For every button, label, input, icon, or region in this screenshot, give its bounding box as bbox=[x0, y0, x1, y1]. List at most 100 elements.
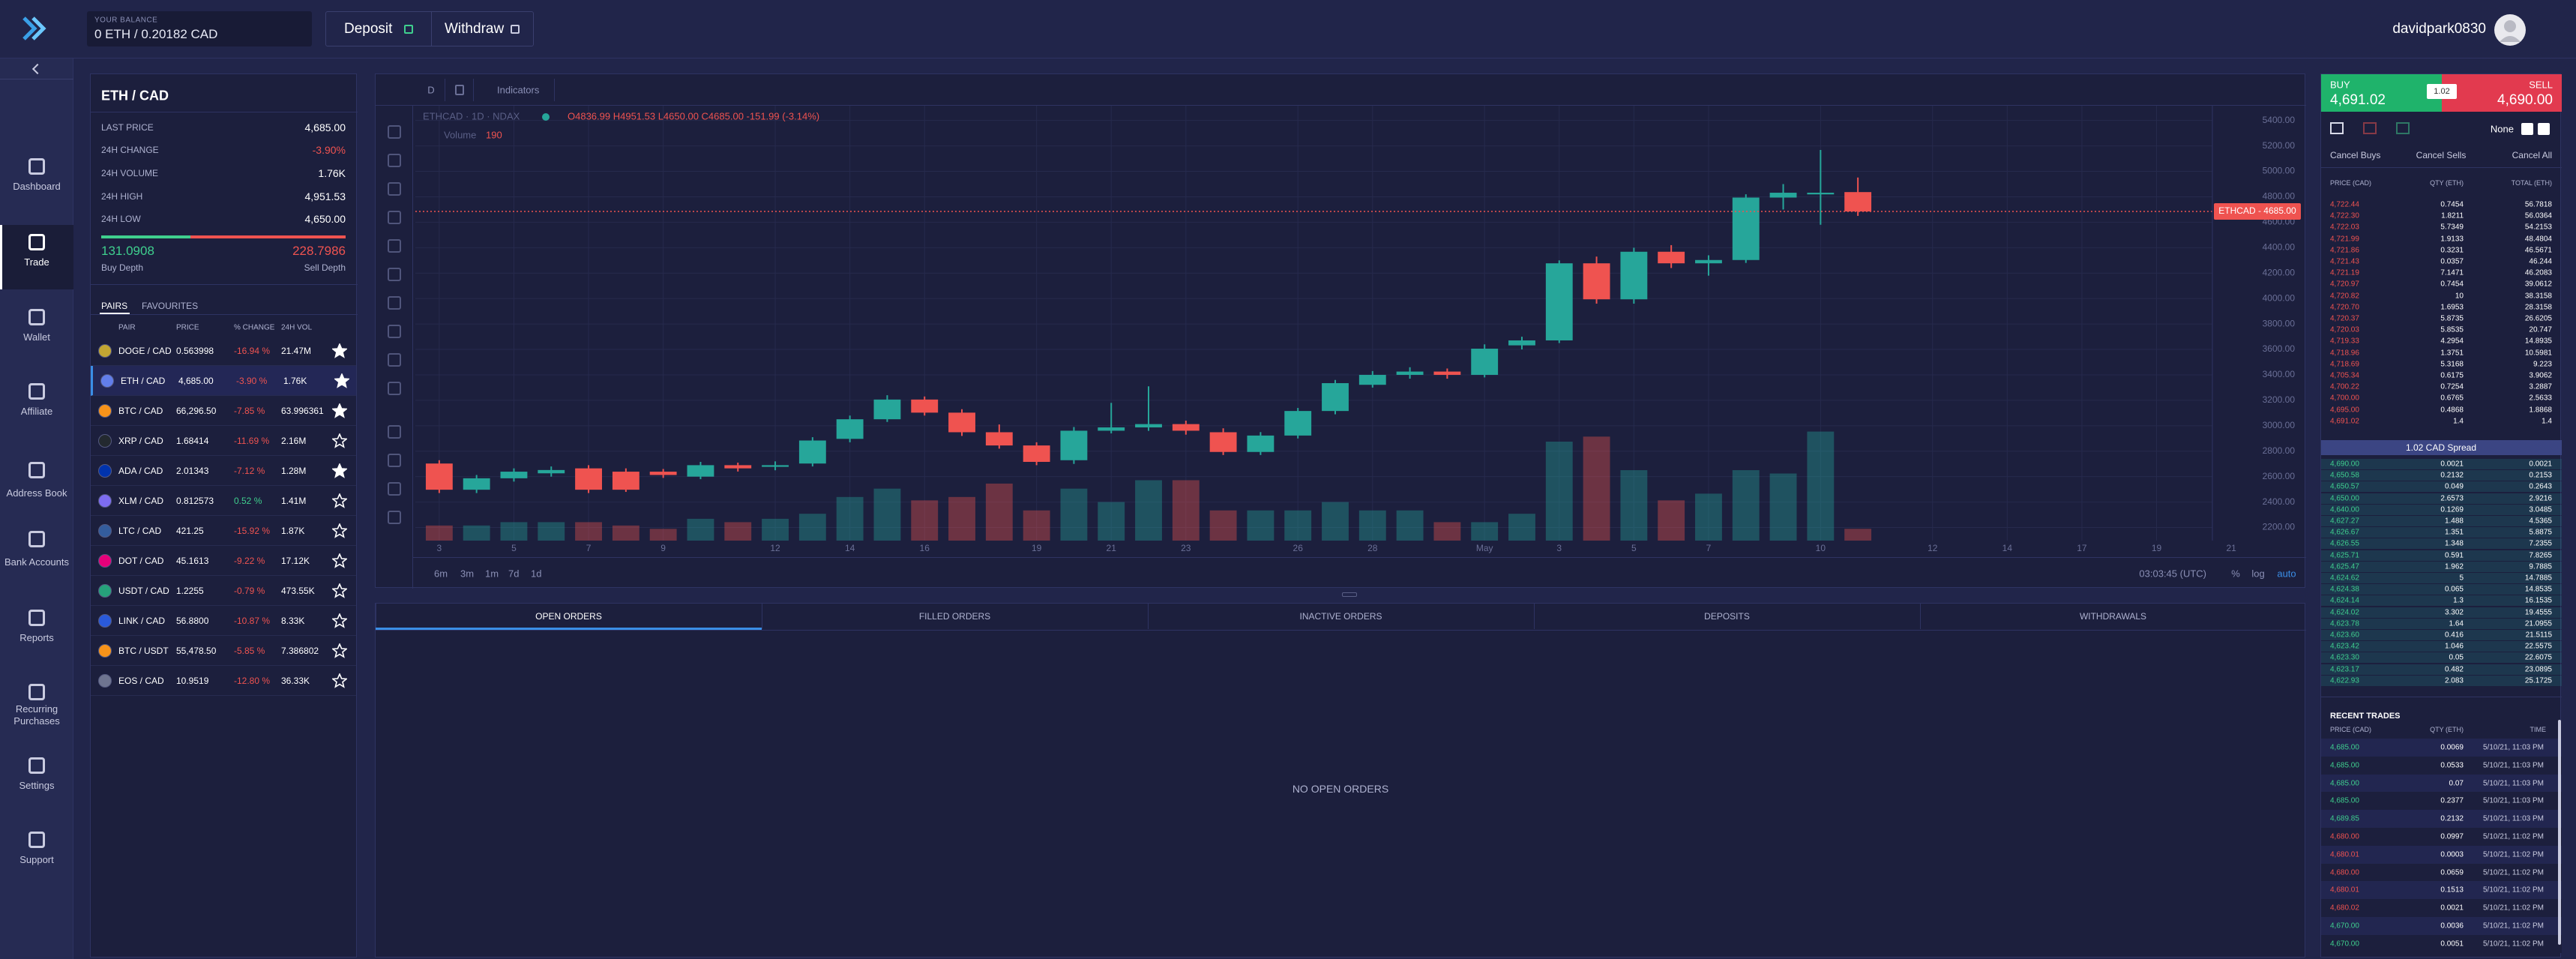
cancel-button[interactable]: Cancel All bbox=[2512, 150, 2552, 160]
cancel-button[interactable]: Cancel Buys bbox=[2330, 150, 2381, 160]
buy-depth: 131.0908 bbox=[101, 244, 154, 258]
nav-icon[interactable] bbox=[28, 309, 45, 325]
pair-row[interactable]: ETH / CAD 4,685.00 -3.90 % 1.76K bbox=[91, 366, 356, 396]
resize-handle[interactable] bbox=[1342, 592, 1357, 597]
book-view-icon[interactable] bbox=[2363, 122, 2377, 134]
nav-label[interactable]: Support bbox=[19, 854, 54, 865]
favourite-star[interactable] bbox=[332, 613, 347, 628]
nav-label[interactable]: Trade bbox=[24, 256, 49, 268]
scale-option[interactable]: log bbox=[2251, 568, 2265, 580]
pair-row[interactable]: XLM / CAD 0.812573 0.52 % 1.41M bbox=[91, 486, 356, 516]
orders-tab[interactable]: FILLED ORDERS bbox=[918, 611, 991, 622]
scrollbar[interactable] bbox=[2558, 720, 2561, 945]
drawing-tool-icon[interactable] bbox=[388, 454, 401, 467]
nav-icon[interactable] bbox=[28, 531, 45, 547]
favourite-star[interactable] bbox=[332, 403, 347, 418]
timeframe-button[interactable]: 6m bbox=[434, 568, 448, 580]
book-view-icon[interactable] bbox=[2396, 122, 2410, 134]
group-plus[interactable] bbox=[2521, 123, 2533, 135]
drawing-tool-icon[interactable] bbox=[388, 154, 401, 167]
drawing-tool-icon[interactable] bbox=[388, 239, 401, 253]
orders-tab[interactable]: OPEN ORDERS bbox=[535, 611, 602, 622]
nav-label[interactable]: Wallet bbox=[23, 331, 50, 343]
compare-icon[interactable] bbox=[455, 85, 464, 95]
nav-label[interactable]: Address Book bbox=[6, 487, 67, 499]
nav-label[interactable]: Affiliate bbox=[20, 406, 53, 417]
favourite-star[interactable] bbox=[332, 343, 347, 358]
candle-body bbox=[1247, 435, 1275, 452]
drawing-tool-icon[interactable] bbox=[388, 125, 401, 139]
sidebar-collapse[interactable] bbox=[0, 58, 73, 79]
drawing-tool-icon[interactable] bbox=[388, 325, 401, 338]
nav-icon[interactable] bbox=[28, 383, 45, 400]
timeframe-button[interactable]: 1m bbox=[485, 568, 499, 580]
pair-row[interactable]: DOT / CAD 45.1613 -9.22 % 17.12K bbox=[91, 546, 356, 576]
bid-row-bg bbox=[2321, 652, 2562, 664]
orders-tab[interactable]: INACTIVE ORDERS bbox=[1299, 611, 1382, 622]
pair-row[interactable]: ADA / CAD 2.01343 -7.12 % 1.28M bbox=[91, 456, 356, 486]
trade-price: 4,670.00 bbox=[2330, 922, 2359, 931]
favourite-star[interactable] bbox=[332, 643, 347, 658]
drawing-tool-icon[interactable] bbox=[388, 382, 401, 395]
favourite-star[interactable] bbox=[332, 523, 347, 538]
interval-button[interactable]: D bbox=[427, 84, 435, 96]
favourite-star[interactable] bbox=[332, 433, 347, 448]
nav-label[interactable]: Reports bbox=[19, 632, 54, 643]
nav-icon[interactable] bbox=[28, 832, 45, 848]
drawing-tool-icon[interactable] bbox=[388, 211, 401, 224]
timeframe-button[interactable]: 7d bbox=[508, 568, 520, 580]
drawing-tool-icon[interactable] bbox=[388, 511, 401, 524]
nav-label[interactable]: Bank Accounts bbox=[4, 556, 69, 568]
pair-row[interactable]: USDT / CAD 1.2255 -0.79 % 473.55K bbox=[91, 576, 356, 606]
nav-label[interactable]: Dashboard bbox=[13, 181, 61, 192]
nav-icon[interactable] bbox=[28, 234, 45, 250]
pair-row[interactable]: BTC / CAD 66,296.50 -7.85 % 63.996361 bbox=[91, 396, 356, 426]
username[interactable]: davidpark0830 bbox=[2392, 21, 2486, 37]
favourite-star[interactable] bbox=[332, 673, 347, 688]
pair-row[interactable]: BTC / USDT 55,478.50 -5.85 % 7.386802 bbox=[91, 636, 356, 666]
drawing-tool-icon[interactable] bbox=[388, 268, 401, 281]
favourite-star[interactable] bbox=[332, 553, 347, 568]
pair-row[interactable]: XRP / CAD 1.68414 -11.69 % 2.16M bbox=[91, 426, 356, 456]
nav-label[interactable]: Settings bbox=[19, 780, 55, 791]
favourite-star[interactable] bbox=[334, 373, 349, 388]
ask-cell: 4,718.96 bbox=[2330, 349, 2359, 358]
timeframe-button[interactable]: 1d bbox=[531, 568, 542, 580]
pair-row[interactable]: DOGE / CAD 0.563998 -16.94 % 21.47M bbox=[91, 336, 356, 366]
nav-icon[interactable] bbox=[28, 684, 45, 700]
timeframe-button[interactable]: 3m bbox=[460, 568, 475, 580]
group-minus[interactable] bbox=[2538, 123, 2550, 135]
drawing-tool-icon[interactable] bbox=[388, 182, 401, 196]
cancel-button[interactable]: Cancel Sells bbox=[2416, 150, 2467, 160]
drawing-tool-icon[interactable] bbox=[388, 482, 401, 496]
nav-icon[interactable] bbox=[28, 757, 45, 774]
drawing-tool-icon[interactable] bbox=[388, 353, 401, 367]
tab-favourites[interactable]: FAVOURITES bbox=[142, 301, 199, 311]
tab-pairs[interactable]: PAIRS bbox=[101, 301, 128, 311]
pair-row[interactable]: EOS / CAD 10.9519 -12.80 % 36.33K bbox=[91, 666, 356, 696]
nav-icon[interactable] bbox=[28, 462, 45, 478]
drawing-tool-icon[interactable] bbox=[388, 296, 401, 310]
favourite-star[interactable] bbox=[332, 583, 347, 598]
nav-label[interactable]: Recurring Purchases bbox=[13, 703, 60, 727]
group-select[interactable]: None bbox=[2490, 123, 2514, 135]
withdraw-button[interactable]: Withdraw bbox=[445, 21, 505, 37]
favourite-star[interactable] bbox=[332, 493, 347, 508]
orders-tab[interactable]: WITHDRAWALS bbox=[2079, 611, 2147, 622]
favourite-star[interactable] bbox=[332, 463, 347, 478]
nav-icon[interactable] bbox=[28, 158, 45, 175]
deposit-button[interactable]: Deposit bbox=[344, 21, 393, 37]
pair-row[interactable]: LTC / CAD 421.25 -15.92 % 1.87K bbox=[91, 516, 356, 546]
indicators-button[interactable]: Indicators bbox=[497, 84, 540, 96]
sell-button[interactable]: SELL 4,690.00 bbox=[2442, 74, 2562, 112]
logo[interactable] bbox=[21, 15, 46, 42]
scale-option[interactable]: auto bbox=[2277, 568, 2296, 580]
avatar[interactable] bbox=[2494, 13, 2527, 46]
nav-icon[interactable] bbox=[28, 610, 45, 626]
pair-row[interactable]: LINK / CAD 56.8800 -10.87 % 8.33K bbox=[91, 606, 356, 636]
scale-option[interactable]: % bbox=[2231, 568, 2240, 580]
buy-button[interactable]: BUY 4,691.02 bbox=[2321, 74, 2442, 112]
orders-tab[interactable]: DEPOSITS bbox=[1704, 611, 1750, 622]
book-view-icon[interactable] bbox=[2330, 122, 2344, 134]
drawing-tool-icon[interactable] bbox=[388, 425, 401, 439]
